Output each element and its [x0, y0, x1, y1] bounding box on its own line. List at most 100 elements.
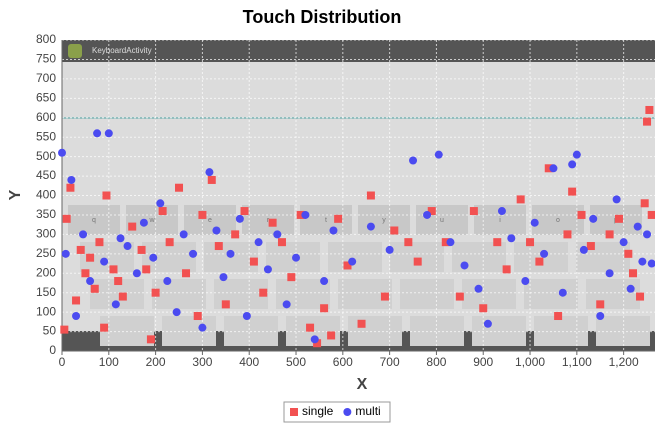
point	[483, 319, 492, 328]
point	[189, 249, 198, 258]
point	[479, 304, 488, 313]
point	[624, 249, 633, 258]
point	[629, 269, 638, 278]
x-tick-label: 100	[99, 355, 119, 369]
point	[102, 191, 111, 200]
point	[544, 164, 553, 173]
point	[441, 238, 450, 247]
point	[643, 230, 652, 239]
point	[348, 257, 357, 266]
point	[214, 242, 223, 251]
point	[109, 265, 118, 274]
point	[163, 277, 172, 286]
point	[175, 183, 184, 192]
key	[472, 316, 526, 346]
point	[579, 245, 588, 254]
app-icon	[68, 44, 82, 58]
keyboard: qwertyuiop	[68, 205, 650, 346]
status-bar	[62, 40, 655, 62]
point	[292, 253, 301, 262]
key-label: y	[382, 217, 386, 224]
point	[589, 214, 598, 223]
key	[162, 316, 216, 346]
point	[334, 214, 343, 223]
point	[212, 226, 221, 235]
y-tick-label: 200	[36, 265, 56, 279]
key	[416, 205, 468, 235]
key	[532, 205, 584, 235]
point	[404, 238, 413, 247]
x-tick-label: 700	[380, 355, 400, 369]
point	[198, 210, 207, 219]
chart-title: Touch Distribution	[243, 7, 402, 27]
point	[434, 150, 443, 159]
point	[647, 210, 655, 219]
key	[390, 242, 444, 272]
point	[366, 191, 375, 200]
key	[152, 279, 206, 309]
key	[68, 205, 120, 235]
point	[151, 288, 160, 297]
point	[114, 277, 123, 286]
key	[524, 279, 578, 309]
point	[235, 214, 244, 223]
point	[619, 238, 628, 247]
point	[409, 156, 418, 165]
point	[172, 308, 181, 317]
point	[146, 335, 155, 344]
screenshot-background: KeyboardActivity 15h05 qwertyuiop	[62, 40, 655, 351]
point	[577, 210, 586, 219]
point	[540, 249, 549, 258]
y-tick-label: 800	[36, 32, 56, 46]
point	[605, 230, 614, 239]
point	[640, 199, 649, 208]
key-label: e	[208, 217, 212, 224]
point	[572, 150, 581, 159]
point	[596, 312, 605, 321]
point	[638, 257, 647, 266]
y-tick-label: 550	[36, 129, 56, 143]
key	[358, 205, 410, 235]
point	[81, 269, 90, 278]
key-label: w	[148, 217, 155, 224]
x-tick-label: 1,200	[609, 355, 639, 369]
y-tick-label: 150	[36, 285, 56, 299]
point	[104, 129, 113, 138]
point	[530, 218, 539, 227]
point	[558, 288, 567, 297]
key-label: u	[440, 217, 444, 224]
point	[329, 226, 338, 235]
point	[263, 265, 272, 274]
key	[586, 279, 640, 309]
key	[410, 316, 464, 346]
point	[277, 238, 286, 247]
point	[357, 319, 366, 328]
y-tick-label: 700	[36, 71, 56, 85]
key	[452, 242, 506, 272]
point	[535, 257, 544, 266]
point	[568, 187, 577, 196]
point	[549, 164, 558, 173]
points	[58, 105, 655, 348]
point	[605, 269, 614, 278]
y-tick-label: 250	[36, 246, 56, 260]
point	[413, 257, 422, 266]
point	[142, 265, 151, 274]
legend: single multi	[290, 404, 381, 418]
x-tick-label: 1,000	[515, 355, 545, 369]
point	[100, 257, 109, 266]
x-tick-label: 400	[239, 355, 259, 369]
point	[633, 222, 642, 231]
point	[502, 265, 511, 274]
x-tick-label: 1,100	[562, 355, 592, 369]
point	[313, 339, 322, 348]
point	[139, 218, 148, 227]
x-tick-label: 200	[146, 355, 166, 369]
y-tick-label: 600	[36, 110, 56, 124]
point	[320, 304, 329, 313]
point	[474, 284, 483, 293]
point	[72, 312, 81, 321]
point	[90, 284, 99, 293]
x-tick-label: 800	[426, 355, 446, 369]
